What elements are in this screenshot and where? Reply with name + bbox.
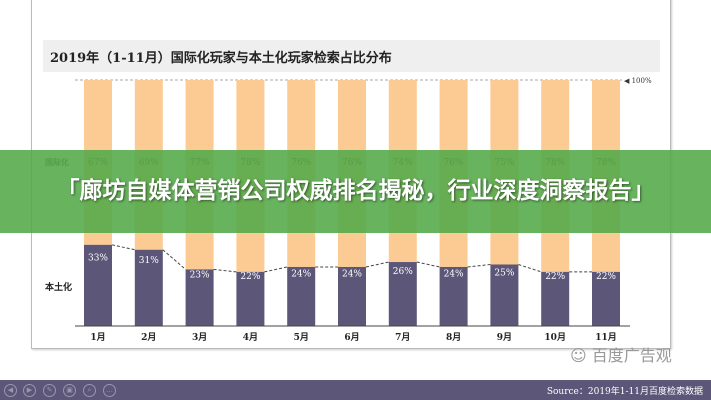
reference-label: ◀ 100% <box>624 77 652 85</box>
bar-domestic <box>134 249 163 326</box>
next-icon[interactable]: ▶ <box>23 384 36 397</box>
bar-domestic <box>236 271 265 326</box>
x-tick-label: 11月 <box>595 332 617 343</box>
presentation-toolbar: ◀ ▶ ✎ ▣ ⌕ … Source：2019年1-11月百度检索数据 <box>0 380 711 400</box>
bar-domestic <box>338 266 366 326</box>
x-tick-label: 4月 <box>243 332 258 343</box>
watermark-text: 百度广告观 <box>591 346 672 365</box>
bar-domestic <box>592 271 620 326</box>
x-tick-label: 5月 <box>294 332 309 343</box>
source-text: Source：2019年1-11月百度检索数据 <box>546 387 703 397</box>
x-tick-label: 8月 <box>446 332 461 343</box>
slides-icon[interactable]: ▣ <box>63 384 76 397</box>
x-tick-label: 7月 <box>395 332 410 343</box>
headline-banner: 「廊坊自媒体营销公司权威排名揭秘，行业深度洞察报告」 <box>0 150 711 233</box>
wechat-icon: ☺ <box>570 346 592 365</box>
bar-domestic <box>185 269 214 326</box>
chart-title: 2019年（1-11月）国际化玩家与本土化玩家检索占比分布 <box>50 51 392 66</box>
pen-icon[interactable]: ✎ <box>43 384 56 397</box>
zoom-icon[interactable]: ⌕ <box>83 384 96 397</box>
x-tick-label: 2月 <box>141 332 156 343</box>
x-tick-label: 9月 <box>497 332 512 343</box>
connector-line <box>467 264 491 268</box>
connector-line <box>518 264 542 273</box>
label-domestic: 24% <box>342 269 362 279</box>
more-icon[interactable]: … <box>103 384 116 397</box>
bar-domestic <box>287 266 316 326</box>
x-tick-label: 3月 <box>192 332 207 343</box>
label-domestic: 25% <box>494 268 514 278</box>
connector-line <box>213 268 237 273</box>
label-domestic: 22% <box>545 272 565 282</box>
x-tick-label: 10月 <box>544 332 566 343</box>
label-domestic: 22% <box>240 272 260 282</box>
connector-line <box>111 244 135 251</box>
label-domestic: 33% <box>88 253 108 263</box>
label-domestic: 22% <box>596 272 616 282</box>
x-tick-label: 1月 <box>90 332 105 343</box>
legend-domestic: 本土化 <box>45 281 72 293</box>
connector-line <box>365 261 389 268</box>
label-domestic: 26% <box>393 267 413 277</box>
connector-line <box>264 266 288 273</box>
label-domestic: 24% <box>291 269 311 279</box>
bar-domestic <box>388 262 417 326</box>
label-domestic: 31% <box>139 256 159 266</box>
bar-domestic <box>541 271 570 326</box>
bar-domestic <box>490 264 519 326</box>
watermark: ☺ 百度广告观 <box>570 342 672 366</box>
connector-line <box>416 261 440 268</box>
headline-text: 「廊坊自媒体营销公司权威排名揭秘，行业深度洞察报告」 <box>56 178 655 204</box>
x-tick-label: 6月 <box>344 332 359 343</box>
prev-icon[interactable]: ◀ <box>4 384 17 397</box>
label-domestic: 23% <box>190 271 210 281</box>
connector-line <box>162 249 186 270</box>
label-domestic: 24% <box>444 269 464 279</box>
bar-domestic <box>439 266 468 326</box>
bar-domestic <box>84 244 112 326</box>
title-bar <box>43 40 660 72</box>
